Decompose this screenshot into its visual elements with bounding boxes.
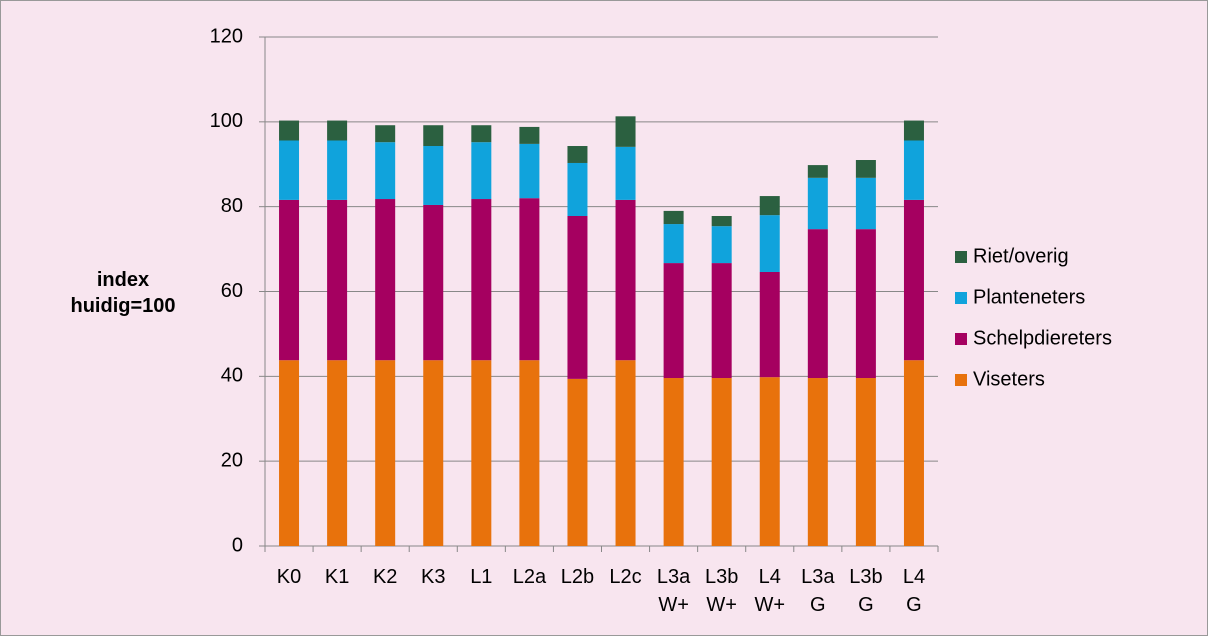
x-tick-label: L2c — [609, 566, 641, 588]
bar-segment — [903, 199, 924, 361]
bar-segment — [471, 199, 492, 361]
bar-segment — [423, 146, 444, 205]
legend-label: Viseters — [973, 368, 1045, 390]
bar-segment — [423, 125, 444, 147]
bar-segment — [327, 120, 348, 141]
x-tick-label: L2a — [513, 566, 547, 588]
bar-segment — [663, 263, 684, 379]
bar-segment — [759, 215, 780, 272]
bar-segment — [567, 215, 588, 379]
legend-swatch — [955, 374, 967, 386]
bar-segment — [519, 198, 540, 361]
bar-segment — [711, 215, 732, 227]
bar-segment — [279, 120, 300, 141]
bar-segment — [615, 146, 636, 200]
legend-swatch — [955, 333, 967, 345]
y-axis-label: index huidig=100 — [70, 269, 175, 317]
bar-segment — [855, 177, 876, 230]
bar-segment — [567, 378, 588, 546]
y-tick-label: 20 — [221, 449, 243, 471]
bar-segment — [663, 224, 684, 264]
bar-segment — [327, 140, 348, 200]
x-tick-label: K2 — [373, 566, 397, 588]
bar-segment — [519, 126, 540, 144]
bar-segment — [663, 210, 684, 225]
y-tick-label: 80 — [221, 195, 243, 217]
bar-segment — [423, 360, 444, 546]
x-tick-label: L4 G — [903, 566, 925, 616]
x-tick-label: L3b W+ — [705, 566, 738, 616]
legend-label: Planteneters — [973, 286, 1085, 308]
y-tick-label: 0 — [232, 534, 243, 556]
x-tick-label: L4 W+ — [754, 566, 785, 616]
bar-segment — [471, 125, 492, 143]
legend-label: Riet/overig — [973, 245, 1069, 267]
x-tick-label: L3a W+ — [657, 566, 691, 616]
bar-segment — [807, 229, 828, 379]
bar-segment — [855, 378, 876, 546]
bar-segment — [759, 196, 780, 216]
x-tick-label: L3b G — [849, 566, 882, 616]
legend-swatch — [955, 292, 967, 304]
x-tick-label: K1 — [325, 566, 349, 588]
bar-segment — [615, 360, 636, 546]
bar-segment — [375, 125, 396, 143]
bar-segment — [663, 378, 684, 546]
bar-segment — [327, 199, 348, 361]
bar-segment — [855, 160, 876, 178]
bar-segment — [423, 204, 444, 361]
y-tick-label: 40 — [221, 365, 243, 387]
x-tick-label: K0 — [277, 566, 301, 588]
y-tick-label: 60 — [221, 280, 243, 302]
legend-swatch — [955, 251, 967, 263]
bar-segment — [327, 360, 348, 546]
bar-segment — [903, 140, 924, 200]
bar-segment — [615, 116, 636, 147]
bar-segment — [567, 146, 588, 163]
bar-segment — [375, 360, 396, 546]
y-tick-label: 100 — [210, 110, 243, 132]
bar-segment — [279, 140, 300, 200]
bar-segment — [759, 377, 780, 546]
x-tick-label: L2b — [561, 566, 594, 588]
bar-segment — [711, 226, 732, 264]
x-tick-label: L1 — [470, 566, 492, 588]
x-tick-label: K3 — [421, 566, 445, 588]
bar-segment — [471, 360, 492, 546]
bar-segment — [903, 120, 924, 141]
bar-segment — [807, 165, 828, 178]
legend-label: Schelpdiereters — [973, 327, 1112, 349]
bar-segment — [519, 360, 540, 546]
x-tick-label: L3a G — [801, 566, 835, 616]
bar-segment — [855, 229, 876, 379]
bar-segment — [711, 263, 732, 379]
bar-segment — [807, 177, 828, 230]
bar-segment — [519, 143, 540, 199]
bar-segment — [471, 142, 492, 200]
bar-segment — [615, 199, 636, 361]
bar-segment — [903, 360, 924, 546]
bar-segment — [807, 378, 828, 546]
bar-segment — [711, 378, 732, 546]
bar-segment — [375, 142, 396, 200]
bar-segment — [759, 271, 780, 378]
bar-segment — [279, 360, 300, 546]
bar-segment — [279, 199, 300, 361]
y-tick-label: 120 — [210, 25, 243, 47]
bar-segment — [567, 162, 588, 216]
bar-segment — [375, 199, 396, 361]
